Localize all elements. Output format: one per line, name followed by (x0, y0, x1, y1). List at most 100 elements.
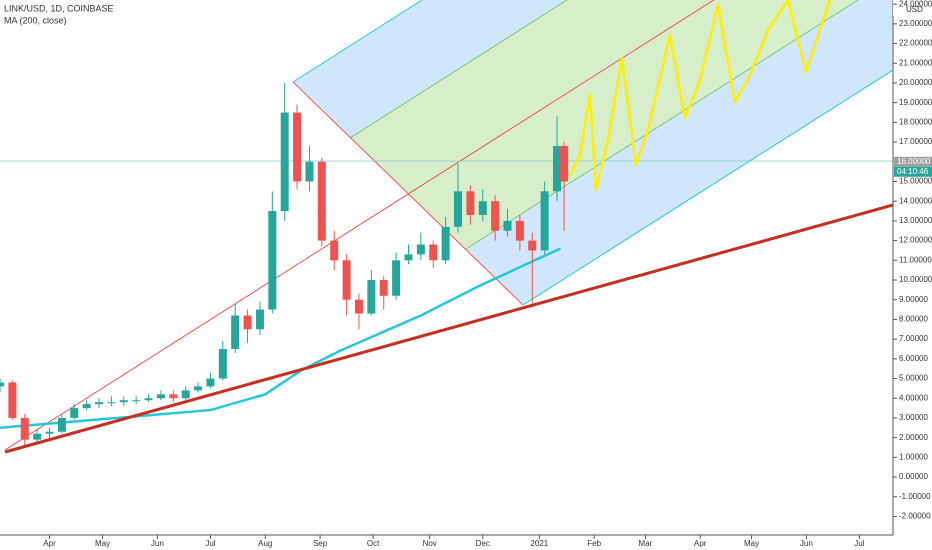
candle-body (57, 417, 66, 432)
y-tick-label: 11.00000 (899, 255, 932, 264)
candle-body (392, 260, 401, 296)
pitchfork-median (4, 0, 715, 451)
y-tick-label: 7.00000 (899, 334, 928, 343)
candle-body (466, 191, 475, 215)
projection-line (568, 0, 832, 192)
candle-body (404, 254, 413, 261)
y-tick-label: 18.00000 (899, 117, 932, 126)
candle-body (181, 390, 190, 399)
pitchfork-line (349, 0, 568, 139)
x-tick-label: Mar (639, 539, 653, 548)
y-tick-label: 8.00000 (899, 315, 928, 324)
indicator-label: MA (200, close) (4, 15, 67, 25)
x-tick-label: May (744, 539, 759, 548)
candle-body (416, 244, 425, 255)
candle-body (8, 382, 17, 418)
candle-body (0, 382, 4, 387)
candle-body (107, 402, 116, 404)
candle-body (243, 315, 252, 330)
x-tick-label: Sep (313, 539, 328, 548)
x-tick-label: Jul (854, 539, 864, 548)
candle-body (305, 161, 314, 182)
y-tick-label: 3.00000 (899, 413, 928, 422)
y-tick-label: 24.00000 (899, 0, 932, 8)
moving-average (0, 247, 562, 430)
x-tick-label: May (95, 539, 110, 548)
level-label: 16.00000 (897, 157, 931, 166)
x-tick-label: Nov (423, 539, 437, 548)
y-tick-label: 23.00000 (899, 19, 932, 28)
pitchfork-inner (350, 0, 858, 249)
y-tick-label: 9.00000 (899, 295, 928, 304)
candle-body (156, 394, 165, 399)
candle-body (45, 431, 54, 434)
y-tick-label: 13.00000 (899, 216, 932, 225)
price-axis (893, 0, 932, 550)
y-tick-label: 10.00000 (899, 275, 932, 284)
candle-body (441, 226, 450, 261)
y-tick-label: 22.00000 (899, 39, 932, 48)
countdown: 04:10:46 (897, 167, 929, 176)
plot (0, 82, 569, 446)
x-tick-label: Apr (694, 539, 707, 548)
candle-body (255, 309, 264, 330)
candle-body (169, 394, 178, 399)
candle-body (429, 244, 438, 261)
x-tick-label: Jun (800, 539, 813, 548)
candle-body (206, 378, 215, 387)
candle-body (293, 112, 302, 182)
pitchfork-line (465, 0, 859, 250)
pitchfork-line (522, 69, 894, 306)
candle-body (317, 161, 326, 241)
candle-body (354, 299, 363, 314)
candle-body (268, 211, 277, 310)
y-tick-label: 1.00000 (899, 452, 928, 461)
candle-body (144, 398, 153, 401)
candle-body (119, 400, 128, 403)
candle-body (367, 280, 376, 314)
y-tick-label: 6.00000 (899, 354, 928, 363)
pitchfork-handle (292, 81, 524, 306)
candle-body (379, 280, 388, 296)
y-tick-label: -1.00000 (899, 492, 931, 501)
candle-body (560, 146, 569, 182)
x-tick-label: Oct (367, 539, 380, 548)
y-tick-label: 21.00000 (899, 58, 932, 67)
candle-body (342, 260, 351, 300)
candle-body (70, 408, 79, 418)
x-tick-label: Aug (258, 539, 272, 548)
candle-body (453, 191, 462, 227)
y-tick-label: 5.00000 (899, 374, 928, 383)
pitchfork-line (292, 0, 423, 83)
x-tick-label: Jun (151, 539, 164, 548)
candle-body (82, 404, 91, 409)
y-tick-label: 0.00000 (899, 472, 928, 481)
candle-body (540, 191, 549, 251)
candle-body (95, 402, 104, 405)
x-tick-label: Apr (43, 539, 56, 548)
y-tick-label: 20.00000 (899, 78, 932, 87)
y-tick-label: -2.00000 (899, 512, 931, 521)
y-tick-label: 2.00000 (899, 433, 928, 442)
x-tick-label: Feb (587, 539, 601, 548)
candle-body (280, 112, 289, 212)
x-tick-label: 2021 (530, 539, 548, 548)
y-tick-label: 14.00000 (899, 196, 932, 205)
countdown-box (894, 166, 932, 177)
y-tick-label: 12.00000 (899, 236, 932, 245)
level-box (894, 156, 932, 167)
candle-body (218, 348, 227, 379)
candle-body (491, 201, 500, 231)
x-tick-label: Jul (205, 539, 215, 548)
currency-box (893, 0, 932, 16)
x-tick-label: Dec (476, 539, 490, 548)
currency: USD (906, 5, 923, 14)
y-tick-label: 4.00000 (899, 393, 928, 402)
candle-body (20, 417, 29, 440)
candle-body (33, 433, 42, 440)
candle-body (132, 400, 141, 402)
candle-body (515, 220, 524, 241)
candle-body (503, 220, 512, 231)
chart-title: LINK/USD, 1D, COINBASE (4, 3, 114, 13)
